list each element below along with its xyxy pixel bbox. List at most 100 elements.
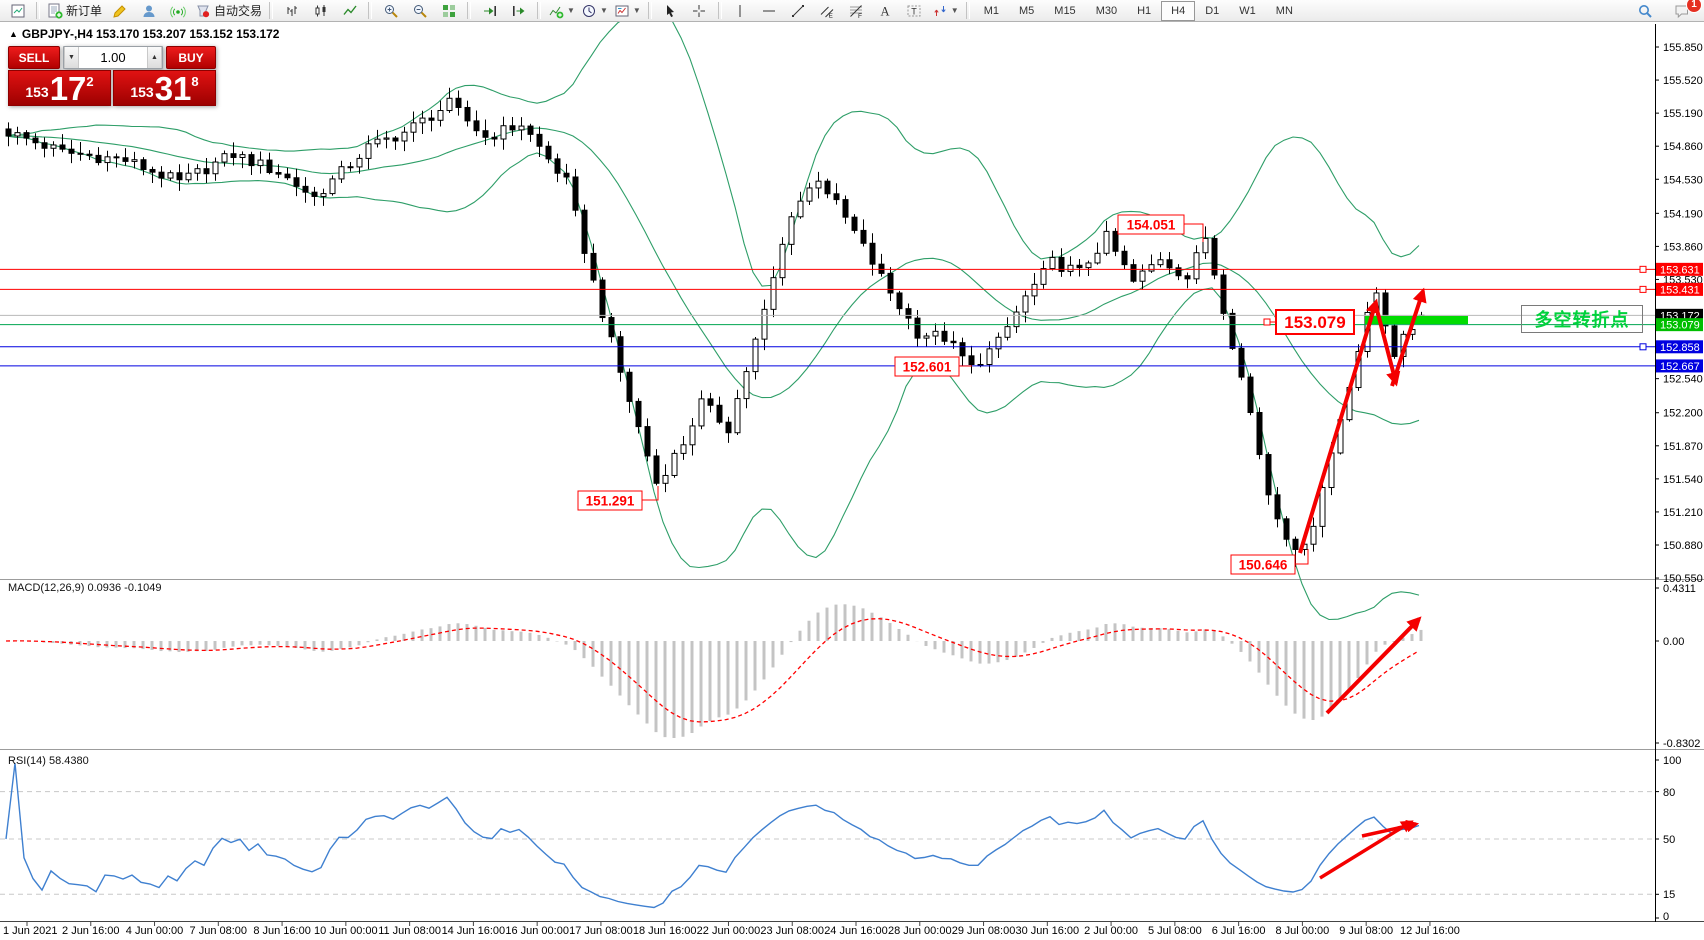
text-label-button[interactable]: T [900,0,929,22]
one-click-trading-panel: SELL ▼ 1.00 ▲ BUY 153 17 2 153 31 8 [8,46,216,106]
dropdown-arrow-icon[interactable]: ▼ [632,6,641,15]
time-axis-label: 12 Jul 16:00 [1399,925,1460,937]
sell-button[interactable]: SELL [8,46,60,69]
candlestick-chart-button[interactable] [306,0,335,22]
cursor-button[interactable] [656,0,685,22]
search-button[interactable] [1630,0,1659,22]
highlight-icon [112,4,126,18]
indicators-button[interactable]: ▼ [545,0,578,22]
volume-spinner: ▼ 1.00 ▲ [63,46,163,69]
dropdown-arrow-icon[interactable]: ▼ [950,6,959,15]
svg-text:151.291: 151.291 [586,494,635,509]
timeframe-m30[interactable]: M30 [1095,4,1118,17]
svg-text:155.850: 155.850 [1663,42,1703,54]
bars-chart-icon [287,5,297,16]
time-axis-label: 30 Jun 16:00 [1015,925,1080,937]
sell-price-small: 153 [25,84,49,100]
macd-indicator-label: MACD(12,26,9) 0.0936 -0.1049 [8,582,162,594]
bar-chart-button[interactable] [277,0,306,22]
templates-icon [615,5,629,16]
horizontal-line-button[interactable] [755,0,784,22]
svg-text:0.4311: 0.4311 [1663,583,1696,595]
zoom-in-button[interactable] [376,0,405,22]
timeframe-m15[interactable]: M15 [1054,4,1076,17]
svg-text:F: F [858,13,862,19]
dropdown-arrow-icon[interactable]: ▼ [599,6,608,15]
periods-button[interactable]: ▼ [578,0,611,22]
channel-icon: E [820,6,834,19]
toolbar-separator [368,2,373,19]
time-axis-label: 16 Jun 00:00 [505,925,569,937]
svg-text:15: 15 [1663,889,1675,901]
chart-shift-button[interactable] [504,0,533,22]
line-chart-button[interactable] [335,0,364,22]
volume-value[interactable]: 1.00 [100,50,126,65]
timeframe-mn[interactable]: MN [1275,4,1293,17]
time-axis-label: 5 Jul 08:00 [1147,925,1202,937]
time-axis-label: 7 Jun 08:00 [189,925,248,937]
dropdown-arrow-icon[interactable]: ▼ [567,6,575,15]
svg-text:153.631: 153.631 [1660,264,1700,276]
buy-price[interactable]: 153 31 8 [113,70,216,106]
svg-text:152.858: 152.858 [1660,342,1700,354]
chart-title: ▲ GBPJPY-,H4 153.170 153.207 153.152 153.… [9,27,279,41]
svg-text:154.190: 154.190 [1663,208,1703,220]
buy-price-big: 31 [154,70,192,107]
svg-text:152.667: 152.667 [1660,361,1700,373]
auto-trading-button[interactable]: 自动交易 [192,0,265,22]
time-axis-label: 14 Jun 16:00 [441,925,506,937]
time-axis-label: 18 Jun 16:00 [632,925,697,937]
auto-scroll-button[interactable] [475,0,504,22]
timeframe-m1[interactable]: M1 [983,4,999,17]
svg-text:0.00: 0.00 [1663,636,1684,648]
toolbar-separator [537,2,542,19]
vertical-line-button[interactable] [726,0,755,22]
buy-price-small: 153 [130,84,154,100]
community-button[interactable] [134,0,163,22]
trendline-button[interactable] [784,0,813,22]
svg-text:151.210: 151.210 [1663,507,1703,519]
toolbar-separator [647,2,652,19]
crosshair-button[interactable] [685,0,714,22]
svg-text:151.870: 151.870 [1663,441,1703,453]
equidistant-channel-button[interactable]: E [813,0,842,22]
fibonacci-button[interactable]: F [842,0,871,22]
buy-price-sup: 8 [191,74,199,89]
volume-increase-button[interactable]: ▲ [147,47,162,68]
chart-title-text: GBPJPY-,H4 153.170 153.207 153.152 153.1… [21,27,280,41]
svg-text:150.646: 150.646 [1239,558,1288,573]
volume-decrease-button[interactable]: ▼ [64,47,79,68]
sell-price-sup: 2 [86,74,94,89]
arrows-button[interactable]: ▼ [929,0,962,22]
timeframe-h1[interactable]: H1 [1137,4,1152,17]
periods-icon [582,4,595,17]
zoom-out-button[interactable] [405,0,434,22]
bull-bear-turning-point-label[interactable]: 多空转折点 [1521,305,1643,333]
rsi-indicator-label: RSI(14) 58.4380 [8,755,89,767]
notifications-button[interactable]: 1 [1667,0,1702,22]
text-button[interactable]: A [871,0,900,22]
timeframe-h4[interactable]: H4 [1161,0,1196,21]
timeframe-w1[interactable]: W1 [1239,4,1256,17]
auto-trading-icon [197,5,210,17]
signals-button[interactable] [163,0,192,22]
templates-button[interactable]: ▼ [611,0,644,22]
time-axis-label: 28 Jun 00:00 [887,925,952,937]
collapse-triangle-icon[interactable]: ▲ [9,29,18,39]
tile-windows-button[interactable] [434,0,463,22]
time-axis-label: 22 Jun 00:00 [696,925,761,937]
sell-price[interactable]: 153 17 2 [8,70,111,106]
highlight-button[interactable] [105,0,134,22]
svg-text:150.550: 150.550 [1663,573,1703,585]
market-watch-button[interactable] [3,0,32,22]
toolbar-separator [467,2,472,19]
timeframe-d1[interactable]: D1 [1205,4,1220,17]
timeframe-m5[interactable]: M5 [1019,4,1035,17]
market-watch-icon [11,4,24,17]
time-axis[interactable]: 1 Jun 2021 2 Jun 16:00 4 Jun 00:00 7 Jun 08… [0,923,1704,940]
buy-button[interactable]: BUY [166,46,216,69]
new-order-button[interactable]: 新订单 [44,0,105,22]
toolbar-separator [965,2,970,19]
tile-windows-icon [442,4,455,17]
